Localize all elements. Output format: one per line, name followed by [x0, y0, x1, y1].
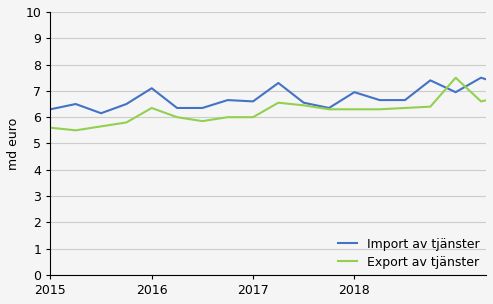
Import av tjänster [377, 98, 383, 102]
Import av tjänster [225, 98, 231, 102]
Export av tjänster [377, 107, 383, 111]
Export av tjänster [478, 100, 484, 103]
Export av tjänster [225, 115, 231, 119]
Import av tjänster [427, 78, 433, 82]
Import av tjänster [453, 90, 458, 94]
Export av tjänster [199, 119, 205, 123]
Import av tjänster [73, 102, 79, 106]
Export av tjänster [276, 101, 282, 105]
Export av tjänster [427, 105, 433, 109]
Import av tjänster [199, 106, 205, 110]
Import av tjänster [123, 102, 129, 106]
Y-axis label: md euro: md euro [7, 117, 20, 170]
Export av tjänster [149, 106, 155, 110]
Import av tjänster [98, 111, 104, 115]
Export av tjänster [326, 107, 332, 111]
Export av tjänster [47, 126, 53, 130]
Export av tjänster [453, 76, 458, 80]
Export av tjänster [98, 125, 104, 128]
Import av tjänster [250, 100, 256, 103]
Import av tjänster [478, 76, 484, 80]
Export av tjänster [352, 107, 357, 111]
Import av tjänster [276, 81, 282, 85]
Export av tjänster [174, 115, 180, 119]
Export av tjänster [123, 121, 129, 124]
Import av tjänster [352, 90, 357, 94]
Import av tjänster [301, 101, 307, 105]
Import av tjänster [174, 106, 180, 110]
Line: Export av tjänster: Export av tjänster [50, 67, 493, 130]
Import av tjänster [47, 107, 53, 111]
Export av tjänster [301, 104, 307, 107]
Export av tjänster [73, 129, 79, 132]
Import av tjänster [402, 98, 408, 102]
Export av tjänster [250, 115, 256, 119]
Line: Import av tjänster: Import av tjänster [50, 50, 493, 113]
Import av tjänster [149, 86, 155, 90]
Import av tjänster [326, 106, 332, 110]
Legend: Import av tjänster, Export av tjänster: Import av tjänster, Export av tjänster [338, 238, 480, 269]
Export av tjänster [402, 106, 408, 110]
